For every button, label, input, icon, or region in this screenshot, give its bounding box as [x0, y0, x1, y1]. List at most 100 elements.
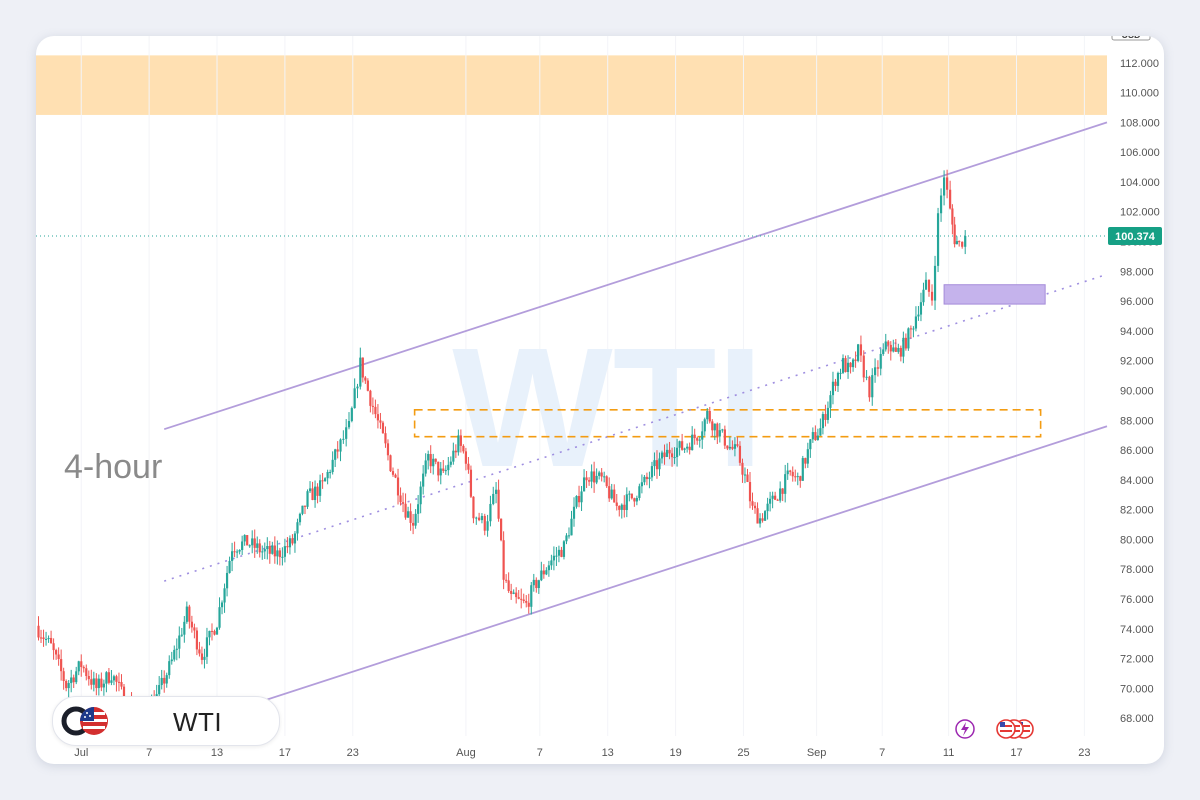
- candle: [447, 464, 450, 471]
- price-chart[interactable]: WTI 4-hour 68.000 70.000 72.000 74.000 76.000 7…: [36, 36, 1164, 764]
- candle: [590, 471, 593, 482]
- candle: [865, 376, 868, 378]
- y-tick-label: 96.000: [1120, 296, 1154, 308]
- candle: [527, 602, 530, 607]
- candle: [655, 460, 659, 470]
- candle: [39, 637, 43, 639]
- candle: [486, 521, 489, 531]
- candle: [620, 504, 623, 510]
- candle: [215, 627, 219, 635]
- candle: [432, 458, 435, 467]
- y-tick-label: 92.000: [1120, 356, 1154, 368]
- candle: [52, 643, 55, 651]
- candle: [930, 291, 934, 301]
- candle: [936, 213, 940, 266]
- candle: [434, 458, 437, 462]
- candle: [831, 381, 835, 396]
- y-tick-label: 102.000: [1120, 207, 1160, 219]
- candle: [500, 518, 503, 541]
- candle: [542, 570, 545, 575]
- y-tick-label: 70.000: [1120, 683, 1154, 695]
- symbol-badge[interactable]: WTI: [52, 696, 280, 746]
- x-tick-label: 25: [737, 747, 749, 759]
- candle: [630, 493, 633, 499]
- candle: [87, 675, 90, 680]
- candle: [902, 337, 905, 357]
- candle: [635, 497, 638, 502]
- candle: [603, 476, 606, 478]
- candle: [876, 367, 880, 369]
- candle: [100, 678, 103, 688]
- candle: [120, 682, 123, 687]
- candle: [520, 598, 523, 600]
- candle: [675, 447, 679, 458]
- candle: [419, 486, 422, 505]
- candle: [718, 430, 721, 437]
- timeframe-label: 4-hour: [64, 448, 162, 486]
- candle: [899, 347, 902, 357]
- candle: [640, 482, 643, 487]
- y-tick-label: 88.000: [1120, 415, 1154, 427]
- candle: [658, 458, 661, 470]
- x-tick-label: 7: [146, 747, 152, 759]
- candle: [311, 488, 314, 501]
- candle: [844, 358, 847, 373]
- y-tick-label: 110.000: [1120, 88, 1159, 100]
- candle: [565, 535, 568, 542]
- channel-upper-line: [163, 121, 1108, 431]
- x-tick-label: Sep: [807, 747, 827, 759]
- candle: [57, 654, 60, 660]
- watermark-text: WTI: [452, 313, 764, 503]
- candle: [218, 607, 221, 628]
- candle: [530, 585, 533, 607]
- candle: [555, 555, 558, 557]
- candle: [701, 431, 704, 440]
- candle: [288, 538, 292, 548]
- x-tick-label: 23: [347, 747, 359, 759]
- candle: [92, 678, 95, 685]
- candle: [696, 438, 699, 441]
- candle: [353, 388, 356, 409]
- candle: [834, 381, 837, 386]
- candle: [753, 505, 757, 509]
- candle: [650, 466, 654, 478]
- candle: [170, 659, 173, 662]
- y-tick-label: 78.000: [1120, 564, 1154, 576]
- candle: [618, 505, 621, 510]
- candle: [475, 517, 478, 519]
- candle: [188, 606, 191, 622]
- candle: [437, 461, 440, 476]
- candle: [958, 241, 961, 243]
- candle: [894, 347, 897, 352]
- candle: [917, 314, 920, 317]
- candles-group: [37, 169, 967, 722]
- candle: [386, 443, 390, 456]
- candle: [283, 546, 286, 557]
- candle: [927, 279, 931, 292]
- candle: [942, 177, 946, 196]
- channel-lower-line: [163, 425, 1108, 734]
- candle: [225, 572, 229, 589]
- candle: [756, 508, 759, 524]
- candle: [381, 422, 385, 434]
- candle: [334, 449, 337, 460]
- candle: [480, 515, 484, 521]
- candle: [248, 545, 251, 547]
- candle: [907, 328, 910, 349]
- candle: [758, 518, 762, 524]
- x-tick-label: Jul: [74, 747, 88, 759]
- candle: [525, 600, 528, 603]
- candle: [478, 517, 481, 521]
- candle: [77, 661, 80, 672]
- candle: [82, 667, 85, 669]
- candle: [540, 570, 543, 581]
- candle: [391, 471, 395, 475]
- candle: [946, 177, 949, 190]
- candle: [336, 449, 339, 452]
- candle: [846, 362, 850, 373]
- candle: [364, 377, 367, 381]
- candle: [376, 414, 380, 421]
- x-tick-label: 13: [211, 747, 223, 759]
- candle: [892, 347, 895, 352]
- x-tick-label: 17: [279, 747, 291, 759]
